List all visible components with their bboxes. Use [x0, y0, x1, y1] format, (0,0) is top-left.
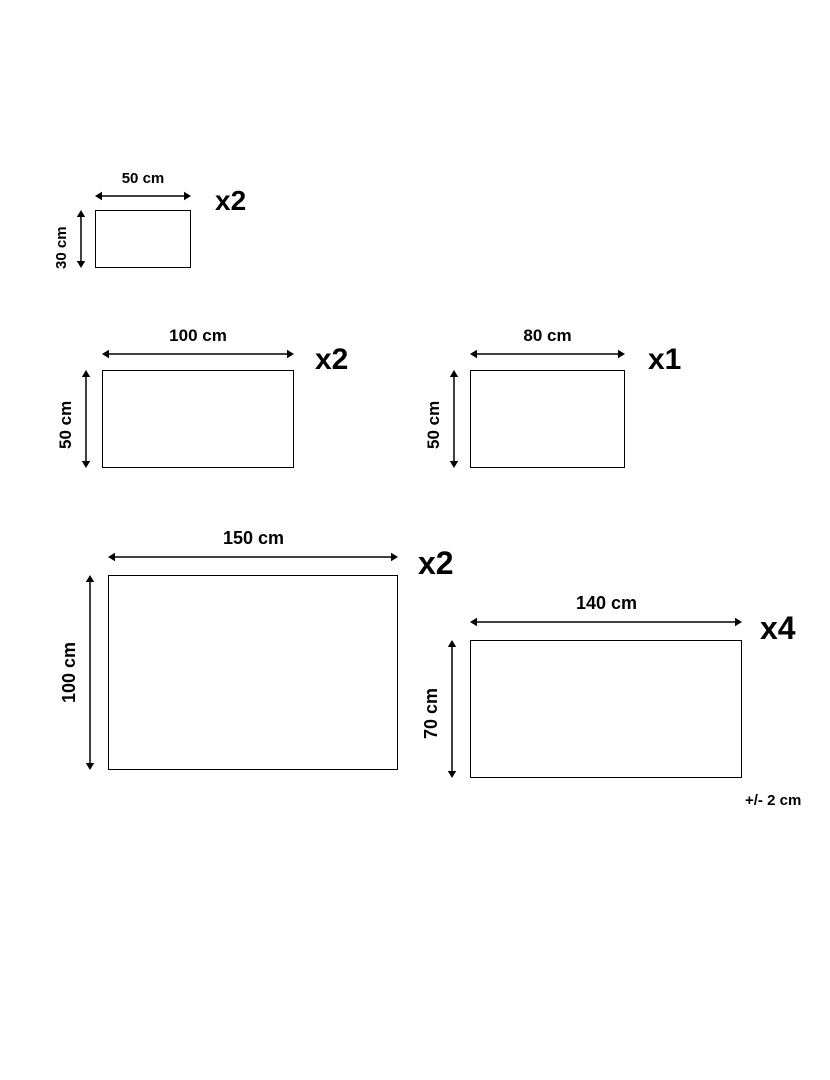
- box-140x70-width-label: 140 cm: [576, 593, 636, 614]
- box-140x70-qty-label: x4: [760, 610, 796, 647]
- box-100x50-width-arrow: [102, 347, 294, 366]
- box-150x100-height-arrow: [83, 575, 97, 775]
- box-150x100-height-label: 100 cm: [59, 643, 80, 703]
- box-100x50-height-label: 50 cm: [56, 389, 76, 449]
- box-80x50-height-label: 50 cm: [424, 389, 444, 449]
- box-80x50-width-label: 80 cm: [518, 326, 578, 346]
- box-140x70-height-arrow: [445, 640, 459, 783]
- box-140x70-width-arrow: [470, 615, 742, 634]
- box-50x30-rect: [95, 210, 191, 268]
- box-150x100-rect: [108, 575, 398, 770]
- box-50x30-height-label: 30 cm: [53, 209, 70, 269]
- box-80x50-height-arrow: [447, 370, 461, 473]
- box-150x100-qty-label: x2: [418, 545, 454, 582]
- box-100x50-rect: [102, 370, 294, 468]
- tolerance-label: +/- 2 cm: [745, 792, 801, 809]
- box-80x50-rect: [470, 370, 625, 468]
- box-100x50-height-arrow: [79, 370, 93, 473]
- box-100x50-width-label: 100 cm: [168, 326, 228, 346]
- box-50x30-qty-label: x2: [215, 185, 246, 217]
- box-150x100-width-arrow: [108, 550, 398, 569]
- box-50x30-width-label: 50 cm: [113, 170, 173, 187]
- box-100x50-qty-label: x2: [315, 343, 348, 377]
- box-80x50-qty-label: x1: [648, 343, 681, 377]
- box-50x30-height-arrow: [74, 210, 88, 273]
- box-80x50-width-arrow: [470, 347, 625, 366]
- box-140x70-rect: [470, 640, 742, 778]
- box-150x100-width-label: 150 cm: [223, 528, 283, 549]
- box-140x70-height-label: 70 cm: [421, 679, 442, 739]
- box-50x30-width-arrow: [95, 189, 191, 208]
